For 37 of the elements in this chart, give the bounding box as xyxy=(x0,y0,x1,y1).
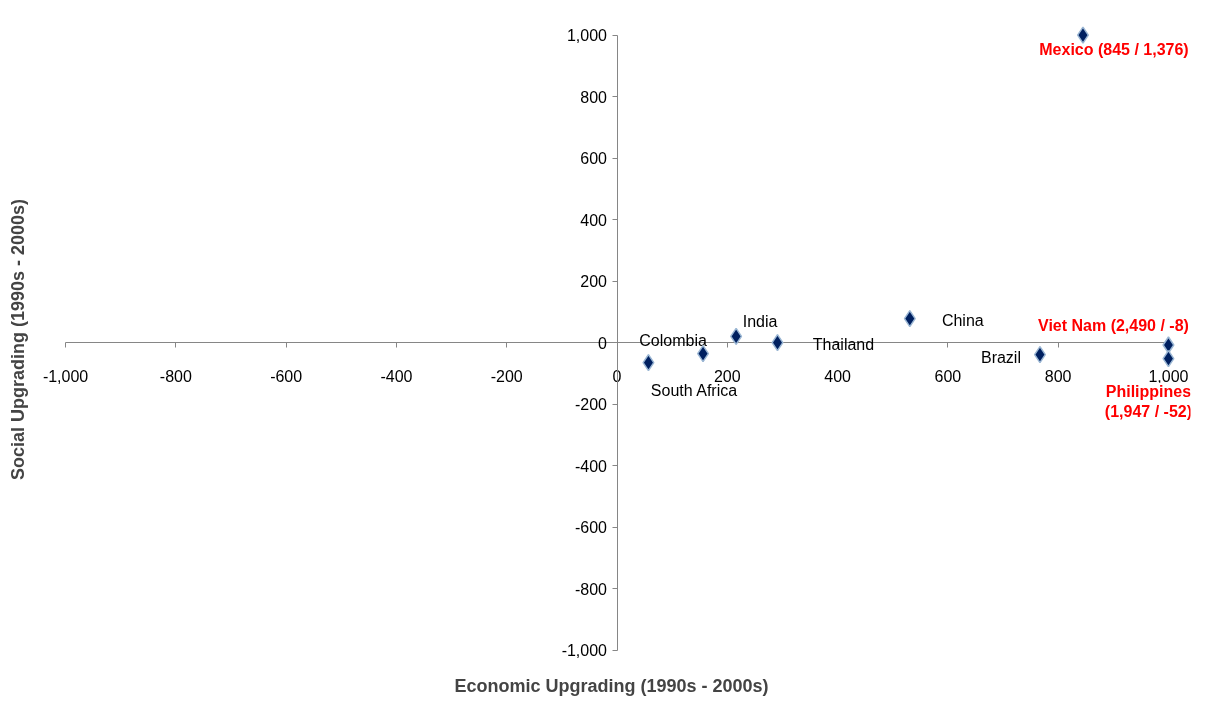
annotation: Philippines (1,947 / -52) xyxy=(1104,383,1193,421)
annotation: Viet Nam (2,490 / -8) xyxy=(1038,316,1189,334)
y-tick-label: 200 xyxy=(580,273,608,291)
point xyxy=(1076,26,1090,44)
x-tick-label: -800 xyxy=(159,367,192,385)
point xyxy=(1162,336,1175,354)
y-tick-label: -800 xyxy=(574,580,608,598)
y-tick-label: 800 xyxy=(580,88,608,106)
y-tick-label: 400 xyxy=(580,211,608,229)
y-tick-label: -400 xyxy=(574,457,608,475)
annotation: Mexico (845 / 1,376) xyxy=(1039,40,1189,58)
annotation: Thailand xyxy=(812,336,875,354)
x-tick-label: 600 xyxy=(934,367,962,385)
x-axis-title: Economic Upgrading (1990s - 2000s) xyxy=(454,675,769,696)
annotation: Colombia xyxy=(639,332,707,350)
annotation: Brazil xyxy=(980,349,1021,367)
x-tick-label: 200 xyxy=(713,367,741,385)
y-tick-label: 0 xyxy=(598,334,608,352)
point xyxy=(1033,345,1047,364)
x-tick-label: 800 xyxy=(1044,367,1072,385)
y-tick-label: -1,000 xyxy=(561,642,608,660)
x-tick-label: -200 xyxy=(490,367,523,385)
y-tick-label: -600 xyxy=(574,519,608,537)
annotation: China xyxy=(941,312,984,330)
annotation: India xyxy=(742,312,778,330)
y-tick-label: 600 xyxy=(580,150,608,168)
y-axis-title: Social Upgrading (1990s - 2000s) xyxy=(7,198,28,481)
y-tick-label: 1,000 xyxy=(566,27,608,45)
y-tick-label: -200 xyxy=(574,396,608,414)
x-tick-label: 0 xyxy=(612,367,622,385)
x-tick-label: -400 xyxy=(380,367,413,385)
x-tick-label: -1,000 xyxy=(42,367,89,385)
x-tick-label: 1,000 xyxy=(1148,367,1189,385)
annotation: South Africa xyxy=(650,382,738,400)
x-tick-label: 400 xyxy=(824,367,852,385)
point xyxy=(696,344,710,363)
x-tick-label: -600 xyxy=(270,367,303,385)
